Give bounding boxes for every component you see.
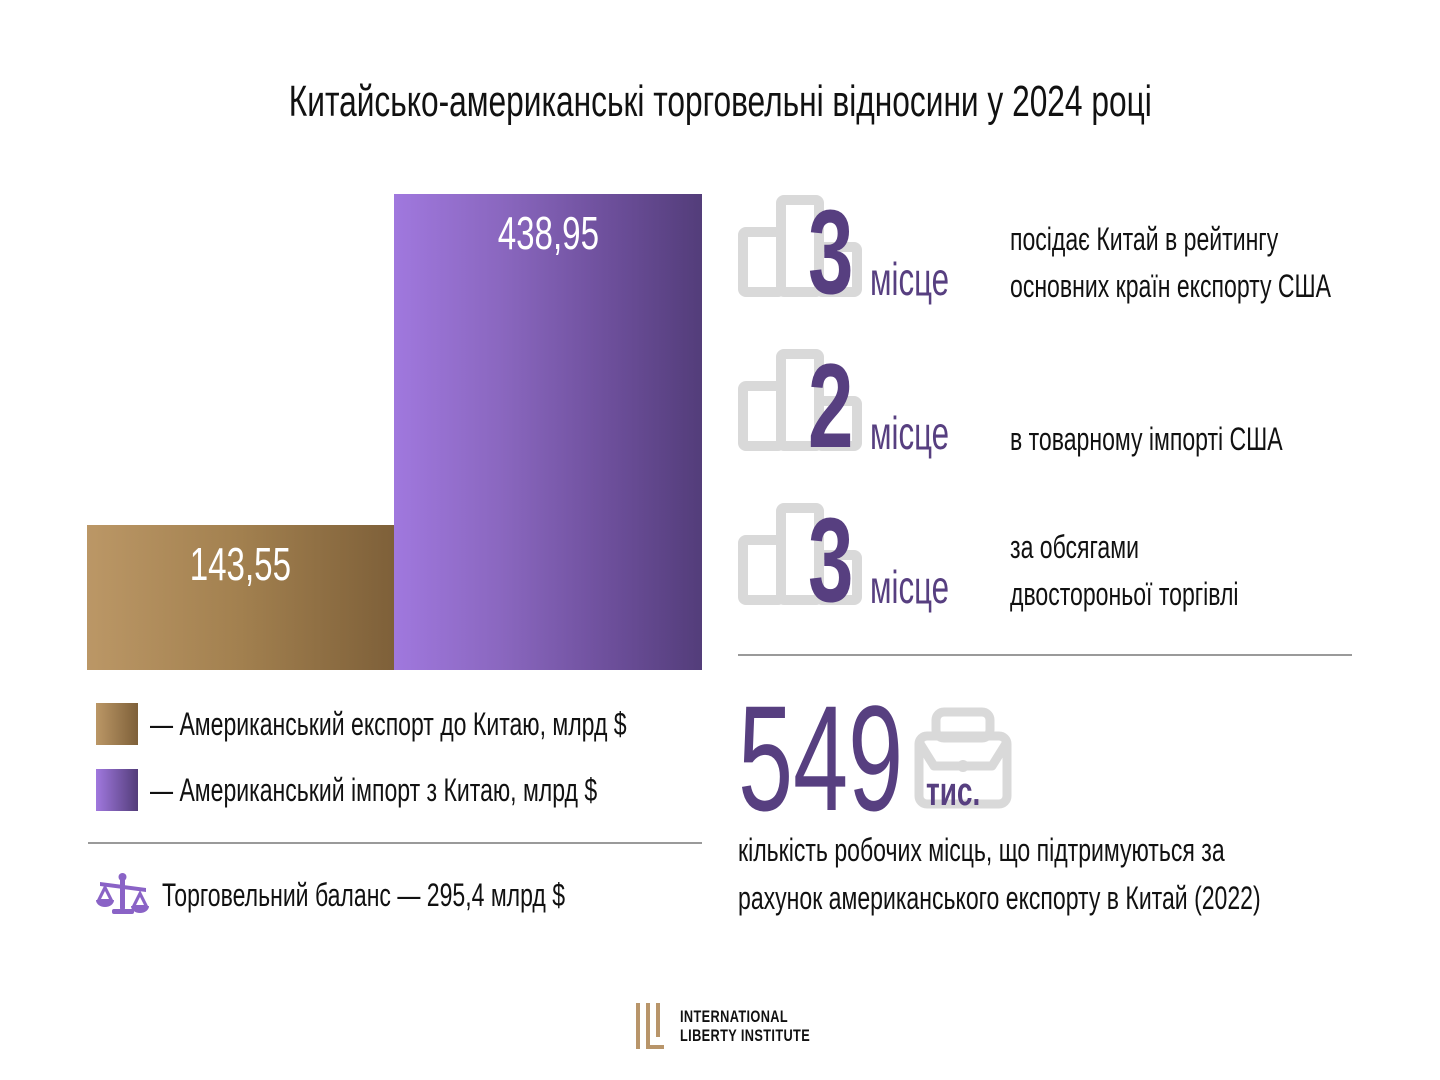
bar-us-export: 143,55: [87, 525, 394, 670]
divider: [88, 842, 702, 844]
rank-number: 2: [808, 339, 854, 473]
bar-us-import: 438,95: [394, 194, 702, 670]
jobs-description: кількість робочих місць, що підтримуютьс…: [738, 832, 1261, 916]
bar-value-label: 438,95: [497, 207, 599, 259]
logo: INTERNATIONAL LIBERTY INSTITUTE: [634, 1000, 853, 1052]
rank-unit: місце: [870, 407, 950, 459]
page-title: Китайсько-американські торговельні відно…: [288, 77, 1152, 126]
bar-value-label: 143,55: [189, 538, 292, 590]
scales-icon: [96, 873, 149, 914]
rank-description: посідає Китай в рейтингу основних країн …: [1010, 221, 1331, 304]
rank-description: в товарному імпорті США: [1010, 421, 1283, 457]
briefcase-icon: [914, 707, 1012, 809]
podium-icon: [738, 503, 862, 605]
rank-card-imports: 2 місце в товарному імпорті США: [738, 346, 1378, 466]
rank-card-export-partner: 3 місце посідає Китай в рейтингу основни…: [738, 192, 1378, 312]
legend-label: — Американський експорт до Китаю, млрд $: [150, 706, 627, 742]
jobs-unit: тис.: [926, 770, 981, 814]
podium-icon: [738, 349, 862, 451]
divider: [738, 654, 1352, 656]
rank-unit: місце: [870, 561, 950, 613]
jobs-number: 549: [738, 674, 904, 842]
legend-swatch-import: [96, 769, 138, 811]
rank-card-bilateral-trade: 3 місце за обсягами двостороньої торгівл…: [738, 500, 1378, 620]
legend-label: — Американський імпорт з Китаю, млрд $: [150, 772, 598, 808]
rank-number: 3: [808, 185, 854, 319]
rank-description: за обсягами двостороньої торгівлі: [1010, 529, 1239, 612]
podium-icon: [738, 195, 862, 297]
ili-logo-icon: [636, 1003, 664, 1049]
rank-unit: місце: [870, 253, 950, 305]
trade-balance: Торговельний баланс — 295,4 млрд $: [96, 872, 722, 918]
legend-swatch-export: [96, 703, 138, 745]
rank-number: 3: [808, 493, 854, 627]
trade-balance-text: Торговельний баланс — 295,4 млрд $: [162, 877, 566, 913]
legend-item-import: — Американський імпорт з Китаю, млрд $: [96, 769, 771, 811]
logo-text: INTERNATIONAL LIBERTY INSTITUTE: [680, 1007, 811, 1045]
legend-item-export: — Американський експорт до Китаю, млрд $: [96, 703, 812, 745]
